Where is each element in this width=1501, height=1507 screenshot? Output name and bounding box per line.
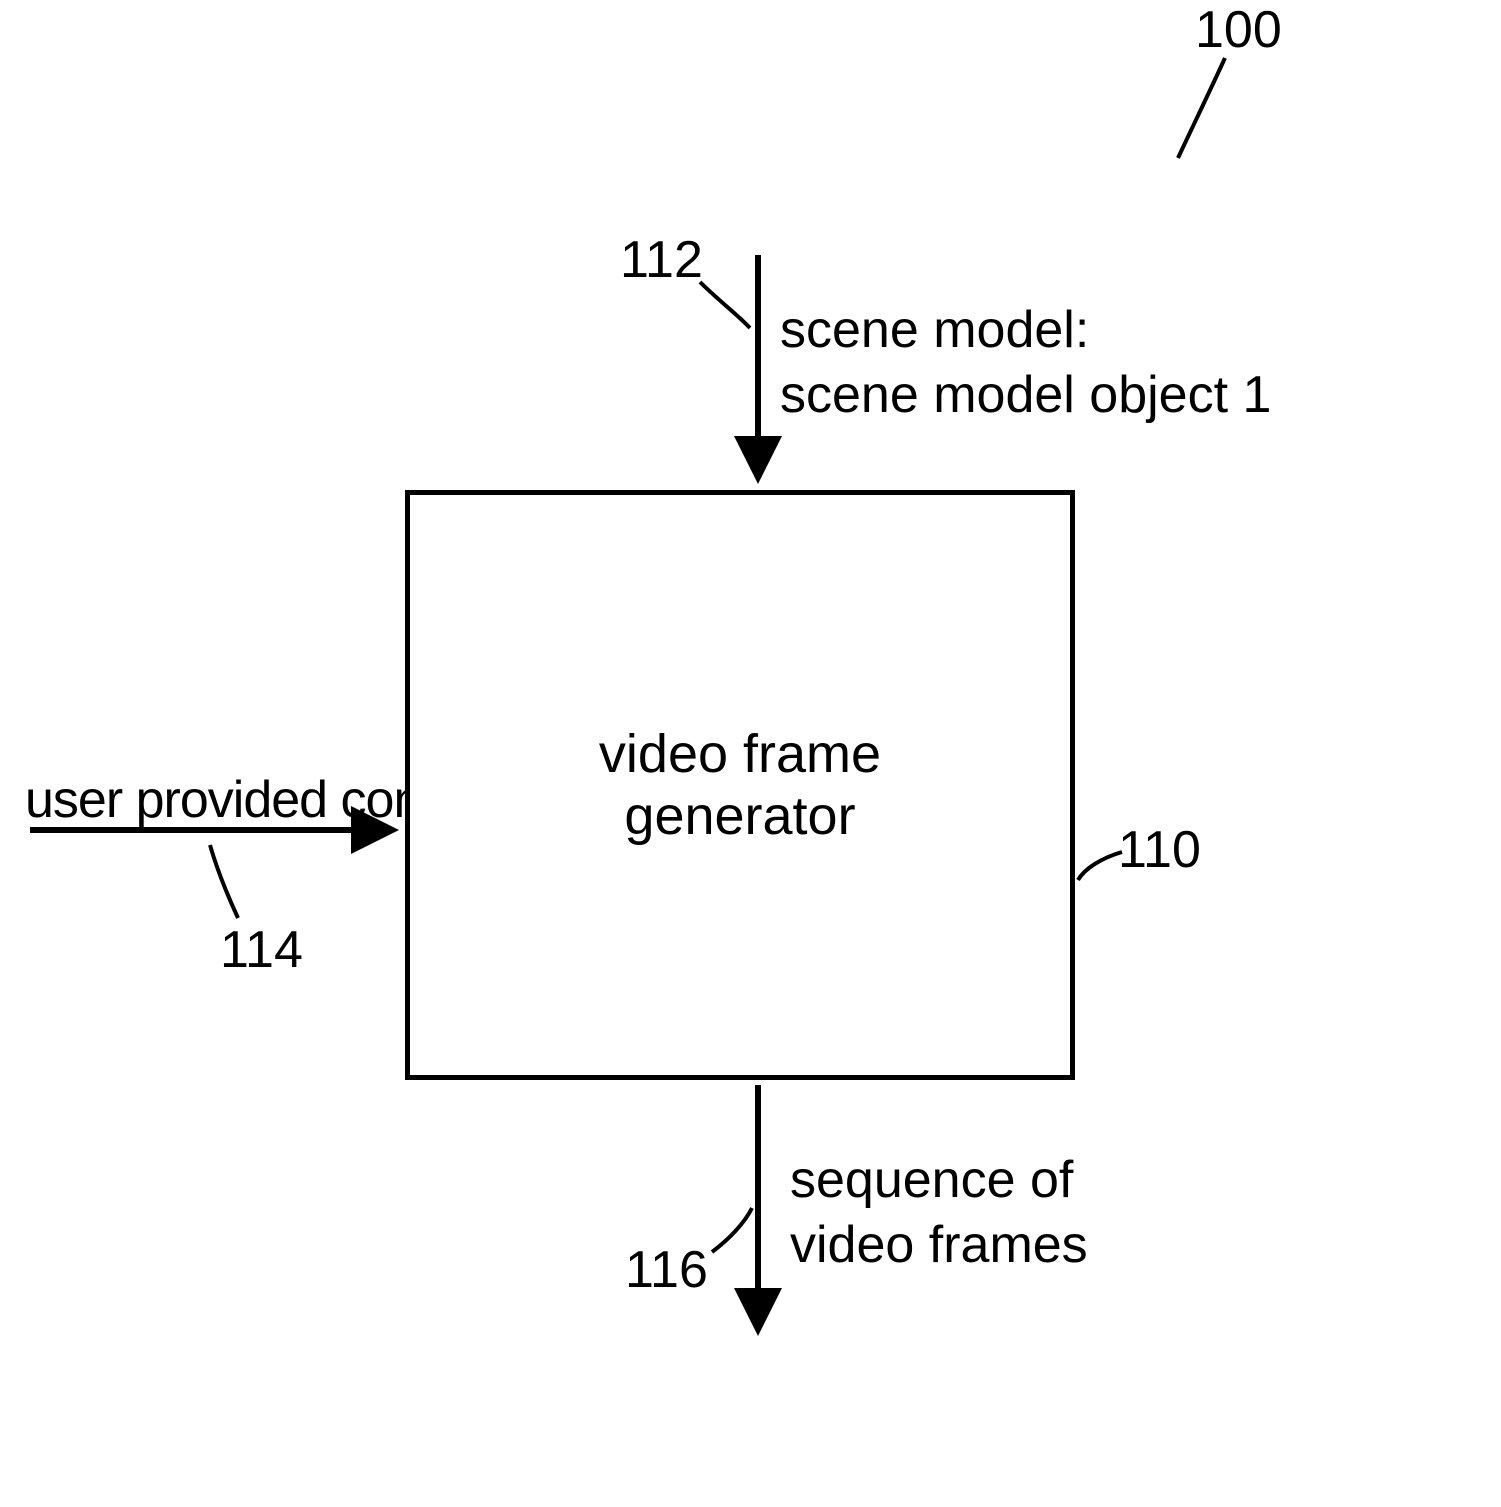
left-input-ref-label: 114 <box>220 920 303 980</box>
leader-114 <box>210 845 238 918</box>
system-ref-label: 100 <box>1195 0 1282 60</box>
leader-112 <box>700 282 750 328</box>
leader-110 <box>1078 852 1122 880</box>
bottom-output-text-line1: sequence of <box>790 1150 1073 1210</box>
top-input-text-line1: scene model: <box>780 300 1089 360</box>
box-text-line1: video frame <box>599 724 881 784</box>
box-text-line2: generator <box>624 786 855 846</box>
top-input-ref-label: 112 <box>620 230 703 290</box>
box-text: video frame generator <box>599 723 881 847</box>
leader-100 <box>1178 58 1225 158</box>
video-frame-generator-box: video frame generator <box>405 490 1075 1080</box>
box-ref-label: 110 <box>1118 820 1201 880</box>
bottom-output-ref-label: 116 <box>625 1240 708 1300</box>
bottom-output-text-line2: video frames <box>790 1215 1088 1275</box>
leader-116 <box>712 1208 752 1252</box>
top-input-text-line2: scene model object 1 <box>780 365 1271 425</box>
